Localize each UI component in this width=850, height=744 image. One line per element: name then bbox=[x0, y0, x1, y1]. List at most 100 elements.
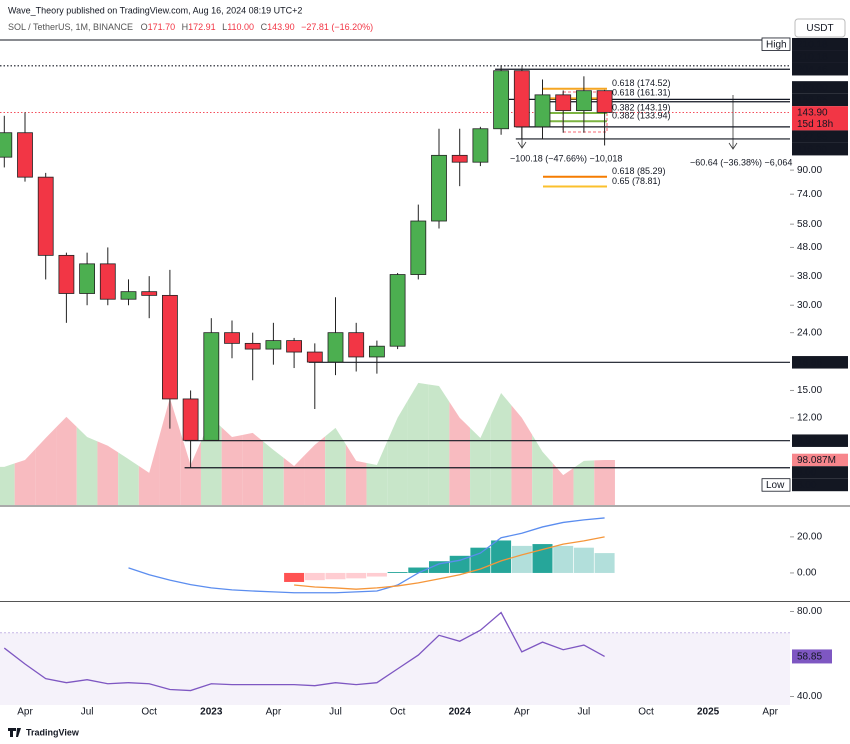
volume-area bbox=[470, 415, 491, 505]
fib-label: 0.618 (161.31) bbox=[612, 88, 671, 98]
price-label: 210.18 bbox=[797, 39, 828, 50]
x-tick-label: Oct bbox=[638, 707, 654, 718]
candle-body bbox=[534, 94, 551, 128]
price-label-box bbox=[792, 37, 848, 51]
y-tick-label: 58.00 bbox=[797, 219, 822, 230]
price-label: 160.00 bbox=[797, 83, 828, 94]
measure-arrow-head bbox=[728, 142, 738, 150]
indicator-line bbox=[294, 536, 605, 590]
x-tick-label: Apr bbox=[17, 707, 33, 718]
macd-histogram-bar bbox=[594, 553, 615, 573]
fib-label: 0.618 (85.29) bbox=[612, 166, 666, 176]
price-label: 143.90 bbox=[797, 108, 828, 119]
price-label-sub: 15d 18h bbox=[797, 119, 833, 130]
macd-histogram-bar bbox=[408, 567, 429, 573]
ohlc-value: 172.91 bbox=[188, 22, 216, 32]
macd-histogram-bar bbox=[346, 572, 367, 579]
indicator-line bbox=[3, 611, 605, 692]
candle-body bbox=[472, 128, 489, 163]
y-tick-label: 0.00 bbox=[797, 568, 817, 579]
x-tick-label: Oct bbox=[390, 707, 406, 718]
price-label: 127.95 bbox=[797, 132, 828, 143]
volume-area bbox=[449, 401, 471, 505]
candle-body bbox=[596, 90, 613, 113]
extreme-tag: High bbox=[766, 39, 787, 50]
price-label-box bbox=[792, 130, 848, 143]
volume-area bbox=[511, 405, 533, 505]
ohlc-value: 110.00 bbox=[227, 22, 254, 32]
candle-body bbox=[286, 340, 303, 353]
price-label-box bbox=[792, 434, 848, 447]
rsi-value-box bbox=[792, 649, 832, 664]
candle-body bbox=[327, 332, 344, 363]
volume-area bbox=[138, 435, 160, 505]
volume-area bbox=[97, 441, 119, 505]
x-tick-label: Jul bbox=[578, 707, 591, 718]
volume-area bbox=[573, 460, 595, 505]
macd-histogram-bar bbox=[449, 555, 470, 573]
ohlc-key: O bbox=[141, 22, 148, 32]
x-tick-label: 2024 bbox=[449, 707, 472, 718]
extreme-tag-box bbox=[761, 37, 791, 51]
currency-box[interactable] bbox=[794, 18, 846, 38]
candle-body bbox=[17, 132, 33, 178]
macd-histogram-bar bbox=[304, 572, 325, 581]
volume-area bbox=[490, 392, 512, 505]
candle-body bbox=[224, 332, 240, 344]
volume-area bbox=[407, 382, 429, 505]
candle-body bbox=[99, 263, 116, 300]
x-tick-label: Apr bbox=[762, 707, 778, 718]
ohlc-key: C bbox=[261, 22, 268, 32]
ohlc-value: 143.90 bbox=[267, 22, 295, 32]
y-tick-label: 15.00 bbox=[797, 385, 822, 396]
x-tick-label: 2023 bbox=[200, 707, 223, 718]
price-label-box bbox=[792, 93, 848, 107]
candle-body bbox=[265, 340, 282, 350]
price-label: 156.95 bbox=[797, 95, 828, 106]
y-tick-label: 24.00 bbox=[797, 327, 822, 338]
price-label: 8.00 bbox=[797, 480, 817, 491]
volume-area bbox=[242, 432, 264, 505]
fib-label: 0.382 (133.94) bbox=[612, 111, 671, 121]
volume-area bbox=[159, 397, 181, 505]
macd-histogram-bar bbox=[553, 545, 574, 573]
y-tick-label: 20.00 bbox=[797, 532, 822, 543]
candle-body bbox=[555, 94, 572, 112]
candle-body bbox=[120, 291, 137, 300]
volume-area bbox=[304, 436, 326, 505]
volume-area bbox=[35, 427, 57, 505]
y-tick-label: 12.00 bbox=[797, 413, 822, 424]
volume-area bbox=[345, 444, 367, 505]
y-tick-label: 74.00 bbox=[797, 189, 822, 200]
measurement: −60.64 (−36.38%) −6,064 bbox=[690, 157, 792, 167]
measurement: −100.18 (−47.66%) −10,018 bbox=[510, 153, 622, 163]
macd-histogram-bar bbox=[325, 572, 346, 580]
volume-area bbox=[552, 463, 574, 505]
symbol: SOL / TetherUS, 1M, BINANCE bbox=[8, 22, 133, 32]
volume-area bbox=[366, 441, 388, 505]
macd-histogram-bar bbox=[387, 572, 408, 573]
volume-area bbox=[387, 400, 408, 505]
candle-body bbox=[306, 351, 323, 363]
price-label-box bbox=[792, 62, 848, 76]
rsi-value: 58.85 bbox=[797, 652, 822, 663]
currency[interactable]: USDT bbox=[806, 23, 833, 34]
y-tick-label: 38.00 bbox=[797, 271, 822, 282]
y-tick-label: 30.00 bbox=[797, 300, 822, 311]
candle-body bbox=[244, 342, 261, 350]
brand-logo bbox=[8, 728, 21, 737]
volume-area bbox=[221, 427, 243, 505]
macd-histogram-bar bbox=[532, 544, 553, 573]
price-label: 8.00 bbox=[797, 468, 817, 479]
volume-area bbox=[263, 441, 284, 505]
candle-body bbox=[368, 345, 385, 358]
change: −27.81 (−16.20%) bbox=[301, 22, 373, 32]
ohlc-key: H bbox=[182, 22, 189, 32]
volume-area bbox=[118, 452, 139, 505]
candle-body bbox=[451, 154, 468, 163]
y-tick-label: 90.00 bbox=[797, 165, 822, 176]
ohlc-value: 171.70 bbox=[148, 22, 176, 32]
price-label-box bbox=[792, 50, 848, 63]
candle-body bbox=[431, 154, 447, 222]
